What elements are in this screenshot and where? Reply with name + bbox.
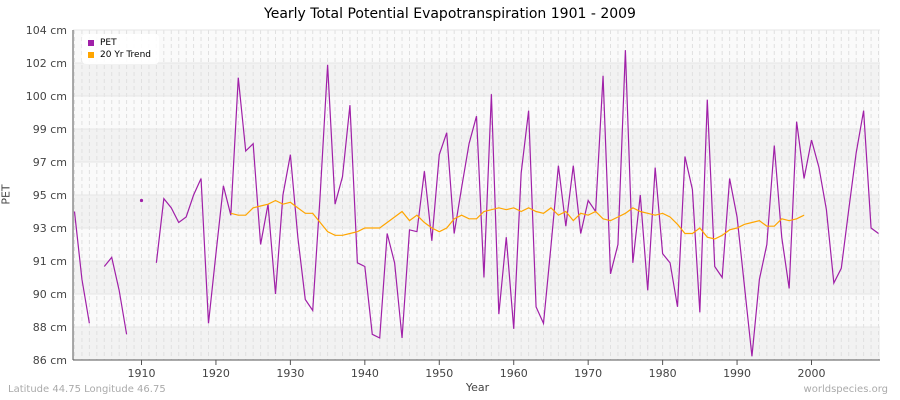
series-trend-line: [230, 199, 805, 240]
legend-label-pet: PET: [100, 38, 117, 48]
y-tick-label: 99 cm: [33, 123, 67, 136]
x-tick-label: 1970: [574, 367, 602, 380]
legend-swatch-trend: [88, 52, 94, 58]
footer-coordinates: Latitude 44.75 Longitude 46.75: [8, 384, 166, 395]
series-pet-line: [155, 50, 879, 357]
x-tick-label: 1980: [649, 367, 677, 380]
y-tick-label: 97 cm: [33, 156, 67, 169]
x-tick-label: 1910: [127, 367, 155, 380]
y-tick-label: 100 cm: [26, 90, 67, 103]
x-axis-label: Year: [465, 381, 490, 394]
chart-title: Yearly Total Potential Evapotranspiratio…: [264, 6, 636, 22]
legend-item-pet: PET: [88, 37, 151, 49]
x-tick-label: 1990: [723, 367, 751, 380]
x-tick-label: 1920: [202, 367, 230, 380]
series-pet-line: [103, 255, 128, 335]
x-tick-label: 1940: [351, 367, 379, 380]
y-tick-label: 91 cm: [33, 255, 67, 268]
legend: PET 20 Yr Trend: [82, 34, 160, 64]
y-tick-label: 95 cm: [33, 189, 67, 202]
y-tick-label: 88 cm: [33, 321, 67, 334]
series-pet-line: [73, 211, 90, 324]
series-pet-point: [139, 198, 144, 203]
legend-item-trend: 20 Yr Trend: [88, 49, 151, 61]
y-tick-label: 104 cm: [26, 24, 67, 37]
legend-swatch-pet: [88, 40, 94, 46]
legend-label-trend: 20 Yr Trend: [100, 50, 152, 60]
y-axis-label: PET: [0, 184, 13, 205]
x-tick-label: 1950: [425, 367, 453, 380]
y-tick-label: 90 cm: [33, 288, 67, 301]
y-tick-label: 102 cm: [26, 57, 67, 70]
y-tick-label: 86 cm: [33, 354, 67, 367]
y-tick-label: 93 cm: [33, 222, 67, 235]
footer-source: worldspecies.org: [803, 384, 888, 395]
x-tick-label: 2000: [798, 367, 826, 380]
x-tick-label: 1930: [276, 367, 304, 380]
x-tick-label: 1960: [500, 367, 528, 380]
